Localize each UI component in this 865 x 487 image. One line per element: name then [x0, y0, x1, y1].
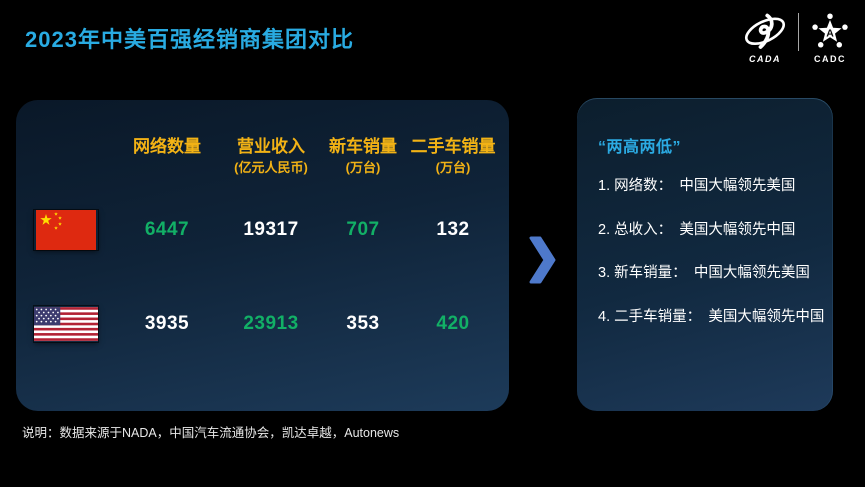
china-network-count: 6447: [144, 219, 190, 240]
svg-text:A: A: [826, 27, 834, 39]
chevron-right-icon: [527, 236, 557, 289]
cadc-logo: A CADC: [809, 11, 851, 64]
insights-list: 1. 网络数： 中国大幅领先美国 2. 总收入： 美国大幅领先中国 3. 新车销…: [598, 178, 824, 326]
table-row-china: 6447 19317 707 132: [16, 204, 504, 256]
usa-network-count: 3935: [144, 313, 190, 334]
logo-divider: [798, 12, 799, 51]
china-flag: [16, 210, 116, 250]
table-row-usa: 3935 23913 353 420: [16, 298, 504, 350]
column-header-revenue: 营业收入 (亿元人民币): [234, 137, 308, 176]
insights-panel: “两高两低” 1. 网络数： 中国大幅领先美国 2. 总收入： 美国大幅领先中国…: [577, 98, 833, 411]
cada-logo-label: CADA: [749, 54, 781, 64]
insight-item-network: 1. 网络数： 中国大幅领先美国: [598, 178, 796, 194]
flag-column-spacer: [16, 136, 116, 177]
insight-item-used-car: 4. 二手车销量： 美国大幅领先中国: [598, 309, 825, 326]
logo-group: CADA A CADC: [742, 11, 851, 64]
cada-swoosh-icon: [744, 13, 786, 49]
table-header-row: 网络数量 营业收入 (亿元人民币) 新车销量 (万台) 二手车销量 (万台): [16, 136, 504, 177]
cadc-logo-label: CADC: [814, 54, 846, 64]
column-header-network: 网络数量: [133, 137, 201, 156]
usa-revenue: 23913: [243, 313, 299, 334]
china-revenue: 19317: [243, 219, 299, 240]
column-header-new-car-sales: 新车销量 (万台): [329, 137, 397, 176]
usa-used-car-sales: 420: [436, 313, 470, 334]
column-header-used-car-sales: 二手车销量 (万台): [410, 137, 496, 176]
page-title: 2023年中美百强经销商集团对比: [25, 27, 354, 52]
source-footnote: 说明：数据来源于NADA，中国汽车流通协会，凯达卓越，Autonews: [22, 426, 400, 440]
insight-item-new-car: 3. 新车销量： 中国大幅领先美国: [598, 265, 810, 282]
cada-logo: CADA: [742, 11, 788, 64]
insight-item-revenue: 2. 总收入： 美国大幅领先中国: [598, 221, 796, 238]
comparison-table-panel: 网络数量 营业收入 (亿元人民币) 新车销量 (万台) 二手车销量 (万台): [16, 100, 509, 411]
china-flag-icon: [36, 210, 96, 250]
cadc-star-icon: A: [812, 13, 848, 48]
usa-new-car-sales: 353: [346, 313, 380, 334]
us-flag-icon: [34, 307, 98, 341]
china-used-car-sales: 132: [436, 219, 470, 240]
us-flag: [16, 306, 116, 342]
insights-title: “两高两低”: [598, 139, 682, 156]
china-new-car-sales: 707: [346, 219, 380, 240]
